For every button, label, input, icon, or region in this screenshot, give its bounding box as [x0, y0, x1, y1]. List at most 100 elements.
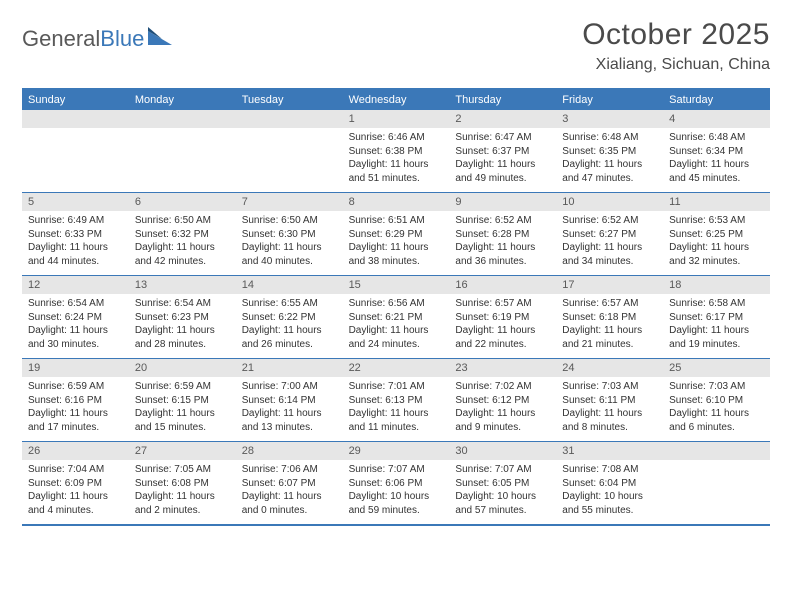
cell-sunrise: Sunrise: 7:08 AM [562, 463, 657, 477]
cell-body: Sunrise: 7:03 AMSunset: 6:11 PMDaylight:… [556, 377, 663, 438]
day-header-mon: Monday [129, 90, 236, 110]
calendar-cell: 4Sunrise: 6:48 AMSunset: 6:34 PMDaylight… [663, 110, 770, 192]
cell-daylight1: Daylight: 11 hours [455, 324, 550, 338]
cell-sunset: Sunset: 6:27 PM [562, 228, 657, 242]
cell-daylight2: and 44 minutes. [28, 255, 123, 269]
cell-body: Sunrise: 6:59 AMSunset: 6:16 PMDaylight:… [22, 377, 129, 438]
page: GeneralBlue October 2025 Xialiang, Sichu… [0, 0, 792, 548]
cell-sunrise: Sunrise: 7:07 AM [349, 463, 444, 477]
cell-daylight1: Daylight: 11 hours [135, 407, 230, 421]
cell-sunrise: Sunrise: 6:54 AM [28, 297, 123, 311]
cell-daylight1: Daylight: 11 hours [135, 324, 230, 338]
cell-body: Sunrise: 6:58 AMSunset: 6:17 PMDaylight:… [663, 294, 770, 355]
calendar-cell: 10Sunrise: 6:52 AMSunset: 6:27 PMDayligh… [556, 193, 663, 275]
cell-body: Sunrise: 6:53 AMSunset: 6:25 PMDaylight:… [663, 211, 770, 272]
cell-sunrise: Sunrise: 7:07 AM [455, 463, 550, 477]
cell-daylight2: and 6 minutes. [669, 421, 764, 435]
day-header-thu: Thursday [449, 90, 556, 110]
day-number: 10 [556, 193, 663, 211]
cell-body: Sunrise: 6:47 AMSunset: 6:37 PMDaylight:… [449, 128, 556, 189]
cell-body: Sunrise: 6:56 AMSunset: 6:21 PMDaylight:… [343, 294, 450, 355]
weeks-container: 1Sunrise: 6:46 AMSunset: 6:38 PMDaylight… [22, 110, 770, 524]
cell-body: Sunrise: 7:03 AMSunset: 6:10 PMDaylight:… [663, 377, 770, 438]
day-number: 14 [236, 276, 343, 294]
cell-sunrise: Sunrise: 6:55 AM [242, 297, 337, 311]
cell-daylight1: Daylight: 11 hours [562, 407, 657, 421]
cell-body [663, 460, 770, 467]
logo-triangle-icon [148, 27, 172, 50]
calendar-cell: 9Sunrise: 6:52 AMSunset: 6:28 PMDaylight… [449, 193, 556, 275]
cell-sunrise: Sunrise: 6:56 AM [349, 297, 444, 311]
cell-daylight1: Daylight: 11 hours [242, 490, 337, 504]
day-number: 3 [556, 110, 663, 128]
cell-sunset: Sunset: 6:28 PM [455, 228, 550, 242]
week-row: 5Sunrise: 6:49 AMSunset: 6:33 PMDaylight… [22, 192, 770, 275]
calendar-cell: 11Sunrise: 6:53 AMSunset: 6:25 PMDayligh… [663, 193, 770, 275]
calendar-cell: 18Sunrise: 6:58 AMSunset: 6:17 PMDayligh… [663, 276, 770, 358]
cell-sunrise: Sunrise: 6:57 AM [562, 297, 657, 311]
cell-daylight2: and 11 minutes. [349, 421, 444, 435]
cell-daylight1: Daylight: 11 hours [669, 241, 764, 255]
cell-daylight2: and 40 minutes. [242, 255, 337, 269]
cell-daylight1: Daylight: 11 hours [28, 241, 123, 255]
cell-daylight1: Daylight: 11 hours [455, 241, 550, 255]
cell-body: Sunrise: 7:07 AMSunset: 6:06 PMDaylight:… [343, 460, 450, 521]
day-number [663, 442, 770, 460]
cell-body: Sunrise: 6:46 AMSunset: 6:38 PMDaylight:… [343, 128, 450, 189]
cell-daylight1: Daylight: 11 hours [135, 490, 230, 504]
cell-daylight2: and 34 minutes. [562, 255, 657, 269]
cell-sunset: Sunset: 6:23 PM [135, 311, 230, 325]
day-number: 27 [129, 442, 236, 460]
cell-sunset: Sunset: 6:10 PM [669, 394, 764, 408]
calendar-cell: 29Sunrise: 7:07 AMSunset: 6:06 PMDayligh… [343, 442, 450, 524]
calendar-cell [236, 110, 343, 192]
cell-daylight2: and 47 minutes. [562, 172, 657, 186]
day-number: 6 [129, 193, 236, 211]
cell-sunrise: Sunrise: 6:53 AM [669, 214, 764, 228]
calendar-cell: 12Sunrise: 6:54 AMSunset: 6:24 PMDayligh… [22, 276, 129, 358]
cell-sunrise: Sunrise: 6:50 AM [242, 214, 337, 228]
day-number: 18 [663, 276, 770, 294]
cell-daylight2: and 51 minutes. [349, 172, 444, 186]
week-row: 26Sunrise: 7:04 AMSunset: 6:09 PMDayligh… [22, 441, 770, 524]
cell-sunset: Sunset: 6:19 PM [455, 311, 550, 325]
week-row: 19Sunrise: 6:59 AMSunset: 6:16 PMDayligh… [22, 358, 770, 441]
cell-body: Sunrise: 7:05 AMSunset: 6:08 PMDaylight:… [129, 460, 236, 521]
day-number: 8 [343, 193, 450, 211]
cell-body [129, 128, 236, 135]
day-number: 26 [22, 442, 129, 460]
cell-sunset: Sunset: 6:07 PM [242, 477, 337, 491]
calendar-cell: 5Sunrise: 6:49 AMSunset: 6:33 PMDaylight… [22, 193, 129, 275]
cell-daylight2: and 21 minutes. [562, 338, 657, 352]
calendar-cell: 7Sunrise: 6:50 AMSunset: 6:30 PMDaylight… [236, 193, 343, 275]
cell-daylight2: and 13 minutes. [242, 421, 337, 435]
cell-sunset: Sunset: 6:37 PM [455, 145, 550, 159]
cell-daylight2: and 19 minutes. [669, 338, 764, 352]
cell-daylight1: Daylight: 11 hours [562, 324, 657, 338]
calendar-cell: 30Sunrise: 7:07 AMSunset: 6:05 PMDayligh… [449, 442, 556, 524]
cell-body: Sunrise: 6:57 AMSunset: 6:19 PMDaylight:… [449, 294, 556, 355]
day-number: 9 [449, 193, 556, 211]
calendar: Sunday Monday Tuesday Wednesday Thursday… [22, 88, 770, 526]
cell-daylight1: Daylight: 11 hours [242, 407, 337, 421]
calendar-cell: 27Sunrise: 7:05 AMSunset: 6:08 PMDayligh… [129, 442, 236, 524]
cell-body: Sunrise: 6:52 AMSunset: 6:28 PMDaylight:… [449, 211, 556, 272]
cell-daylight2: and 30 minutes. [28, 338, 123, 352]
logo: GeneralBlue [22, 18, 172, 52]
day-header-row: Sunday Monday Tuesday Wednesday Thursday… [22, 90, 770, 110]
cell-daylight2: and 49 minutes. [455, 172, 550, 186]
cell-sunrise: Sunrise: 6:54 AM [135, 297, 230, 311]
cell-body: Sunrise: 6:55 AMSunset: 6:22 PMDaylight:… [236, 294, 343, 355]
cell-daylight1: Daylight: 10 hours [349, 490, 444, 504]
calendar-cell: 13Sunrise: 6:54 AMSunset: 6:23 PMDayligh… [129, 276, 236, 358]
cell-daylight2: and 59 minutes. [349, 504, 444, 518]
cell-daylight1: Daylight: 11 hours [135, 241, 230, 255]
cell-body: Sunrise: 6:54 AMSunset: 6:24 PMDaylight:… [22, 294, 129, 355]
calendar-cell: 24Sunrise: 7:03 AMSunset: 6:11 PMDayligh… [556, 359, 663, 441]
day-number: 16 [449, 276, 556, 294]
day-number: 20 [129, 359, 236, 377]
cell-sunset: Sunset: 6:38 PM [349, 145, 444, 159]
header: GeneralBlue October 2025 Xialiang, Sichu… [22, 18, 770, 74]
week-row: 12Sunrise: 6:54 AMSunset: 6:24 PMDayligh… [22, 275, 770, 358]
cell-sunrise: Sunrise: 7:04 AM [28, 463, 123, 477]
